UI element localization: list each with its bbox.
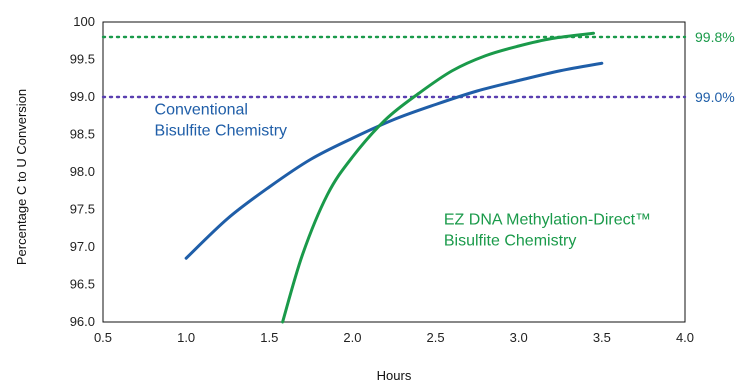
series-label-line: Bisulfite Chemistry: [444, 233, 576, 250]
x-tick-label: 1.5: [260, 330, 278, 345]
x-tick-label: 1.0: [177, 330, 195, 345]
x-tick-label: 4.0: [676, 330, 694, 345]
series-label-line: EZ DNA Methylation-Direct™: [444, 212, 651, 229]
series-label-line: Conventional: [155, 101, 248, 118]
x-tick-label: 0.5: [94, 330, 112, 345]
series-line: [281, 31, 596, 324]
series-line: [184, 61, 604, 260]
reference-lines: [101, 35, 687, 99]
y-tick-label: 96.0: [70, 314, 95, 329]
axes: 0.5 1.0 1.5 2.0 2.5 3.0 3.5 4.0 96.0 96.5 97.0 97.5…: [14, 14, 694, 383]
x-axis-title: Hours: [377, 368, 412, 383]
plot-frame: [102, 21, 686, 323]
series-label-line: Bisulfite Chemistry: [155, 122, 287, 139]
x-tick-label: 2.5: [427, 330, 445, 345]
y-tick-label: 96.5: [70, 277, 95, 292]
series-label: Conventional Bisulfite Chemistry: [155, 101, 287, 139]
reference-line-label: 99.8%: [695, 29, 735, 45]
series-label: EZ DNA Methylation-Direct™ Bisulfite Chem…: [444, 212, 651, 250]
x-tick-label: 3.0: [510, 330, 528, 345]
y-tick-label: 99.0: [70, 89, 95, 104]
x-tick-label: 3.5: [593, 330, 611, 345]
y-axis-title: Percentage C to U Conversion: [14, 89, 29, 265]
y-tick-label: 99.5: [70, 52, 95, 67]
series-lines: [184, 31, 604, 324]
y-tick-label: 97.0: [70, 239, 95, 254]
y-tick-label: 97.5: [70, 202, 95, 217]
reference-line-label: 99.0%: [695, 89, 735, 105]
y-tick-label: 98.0: [70, 164, 95, 179]
x-tick-label: 2.0: [343, 330, 361, 345]
labels: 99.8% 99.0% Conventional Bisulfite Chemistr…: [155, 29, 735, 250]
y-tick-label: 98.5: [70, 127, 95, 142]
y-tick-label: 100: [73, 14, 95, 29]
